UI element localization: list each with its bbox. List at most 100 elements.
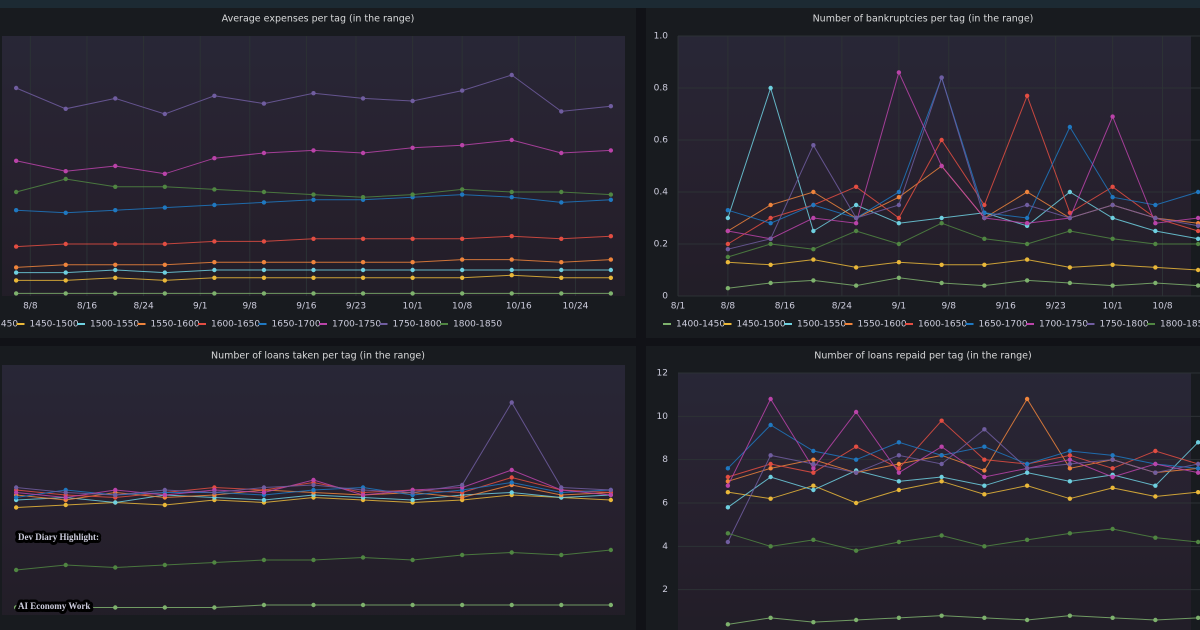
y-tick-label: 0.6 [654, 136, 669, 146]
data-point [212, 560, 217, 565]
data-point [896, 539, 902, 545]
data-point [896, 440, 902, 445]
data-point [311, 557, 316, 563]
data-point [410, 192, 415, 197]
data-point [725, 247, 731, 252]
data-point [896, 221, 902, 226]
data-point [1153, 494, 1158, 499]
data-point [939, 474, 944, 480]
data-point [1067, 448, 1073, 454]
data-point [63, 241, 68, 247]
data-point [853, 444, 859, 449]
data-point [853, 457, 859, 462]
data-point [1110, 474, 1115, 480]
data-point [725, 260, 731, 265]
charts: Average expenses per tag (in the range) 8… [0, 14, 1200, 630]
data-point [162, 270, 168, 275]
data-point [982, 468, 987, 473]
data-point [939, 613, 944, 618]
data-point [982, 262, 987, 267]
data-point [261, 200, 267, 205]
data-point [162, 278, 168, 283]
data-point [509, 257, 514, 262]
data-point [113, 267, 118, 273]
data-point [212, 275, 217, 280]
data-point [559, 260, 564, 265]
data-point [311, 477, 316, 483]
data-point [982, 615, 987, 621]
data-point [1195, 539, 1200, 545]
data-point [1067, 496, 1073, 501]
data-point [311, 260, 316, 265]
data-point [811, 470, 816, 475]
data-point [939, 444, 944, 449]
data-point [982, 444, 987, 449]
data-point [725, 215, 731, 221]
data-point [459, 88, 465, 93]
data-point [509, 273, 514, 278]
data-point [212, 267, 217, 273]
data-point [63, 106, 68, 112]
data-point [113, 500, 118, 505]
data-point [13, 244, 19, 249]
data-point [725, 474, 731, 480]
data-point [811, 619, 816, 625]
data-point [261, 239, 267, 244]
legend-label: 1400-1450 [0, 320, 18, 330]
data-point [608, 291, 614, 296]
data-point [1153, 461, 1158, 467]
data-point [1195, 470, 1200, 475]
data-point [360, 602, 366, 608]
series-line [727, 70, 1199, 240]
data-point [162, 241, 168, 247]
data-point [896, 195, 902, 200]
data-point [853, 548, 859, 553]
data-point [1067, 479, 1073, 484]
panel-title: Number of loans repaid per tag (in the r… [814, 351, 1031, 362]
data-point [811, 215, 816, 221]
data-point [896, 479, 902, 484]
data-point [768, 474, 773, 480]
data-point [559, 236, 564, 241]
data-point [261, 557, 267, 563]
data-point [608, 257, 614, 262]
data-point [1195, 267, 1200, 273]
data-point [509, 467, 514, 473]
data-point [1195, 283, 1200, 288]
data-point [608, 192, 614, 197]
data-point [13, 567, 19, 573]
series-line [727, 94, 1199, 245]
data-point [982, 483, 987, 488]
data-point [982, 427, 987, 432]
data-point [939, 533, 944, 538]
data-point [853, 617, 859, 623]
data-point [1110, 236, 1115, 241]
series-line [727, 419, 1199, 478]
data-point [311, 267, 316, 273]
data-point [1195, 489, 1200, 495]
series-line [727, 528, 1199, 552]
data-point [261, 260, 267, 265]
data-point [13, 505, 19, 510]
data-point [1067, 215, 1073, 221]
data-point [559, 602, 564, 608]
series-line [727, 397, 1199, 486]
data-point [13, 490, 19, 495]
data-point [1195, 228, 1200, 234]
data-point [459, 482, 465, 488]
data-point [725, 286, 731, 291]
y-tick-label: 0.8 [654, 84, 669, 94]
x-tick-label: 10/24 [562, 302, 588, 312]
data-point [1024, 257, 1030, 262]
data-point [113, 605, 118, 610]
y-tick-label: 2 [662, 585, 668, 595]
data-point [725, 539, 731, 545]
data-point [261, 275, 267, 280]
data-point [212, 291, 217, 296]
legend-label: 1750-1800 [1100, 320, 1149, 330]
data-point [459, 275, 465, 280]
data-point [1067, 613, 1073, 618]
series-line [727, 76, 1199, 224]
data-point [1195, 215, 1200, 221]
data-point [410, 557, 415, 563]
